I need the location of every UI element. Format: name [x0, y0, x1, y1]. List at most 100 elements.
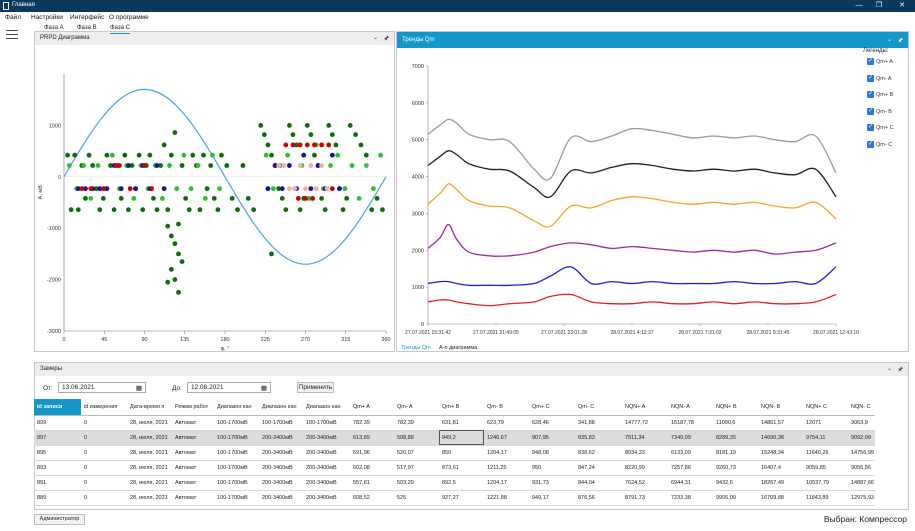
table-cell[interactable]: 628,46: [529, 415, 575, 431]
table-cell[interactable]: 15248,34: [758, 445, 803, 461]
table-cell[interactable]: Автомат: [172, 445, 214, 461]
table-cell[interactable]: 517,97: [394, 460, 439, 476]
table-cell[interactable]: 7349,09: [668, 430, 713, 446]
user-button[interactable]: Администратор: [34, 514, 85, 525]
table-cell[interactable]: 12071: [803, 415, 848, 431]
column-header[interactable]: NQN- C: [848, 399, 875, 416]
menu-interface[interactable]: Интерфейс: [70, 14, 105, 21]
table-cell[interactable]: 948,08: [529, 445, 575, 461]
table-cell[interactable]: 28, июля, 2021: [127, 415, 172, 431]
tab-an-diagram[interactable]: A-n диаграмма: [439, 345, 478, 351]
table-cell[interactable]: 893: [34, 460, 81, 476]
checkbox-checked-icon[interactable]: ✓: [867, 74, 874, 82]
table-cell[interactable]: 631,81: [439, 415, 484, 431]
table-cell[interactable]: 557,81: [350, 475, 394, 491]
table-cell[interactable]: 100-1700мВ: [214, 490, 259, 506]
tab-phase-b[interactable]: Фаза B: [77, 25, 97, 31]
minimize-button[interactable]: —: [855, 2, 863, 9]
table-cell[interactable]: 907,95: [529, 430, 575, 446]
table-cell[interactable]: 503,29: [394, 475, 439, 491]
table-cell[interactable]: 28, июля, 2021: [127, 460, 172, 476]
column-header[interactable]: NQN+ B: [713, 399, 758, 416]
pin-icon[interactable]: 🖈: [383, 36, 389, 42]
table-cell[interactable]: 18267,49: [758, 475, 803, 491]
table-cell[interactable]: 200-3400мВ: [303, 430, 350, 446]
table-cell[interactable]: 11640,26: [803, 445, 848, 461]
table-cell[interactable]: 200-3400мВ: [259, 460, 303, 476]
menu-about[interactable]: О программе: [109, 14, 149, 21]
table-cell[interactable]: 892,5: [439, 475, 484, 491]
from-date-input[interactable]: 13.06.2021 ▦: [58, 382, 146, 393]
table-cell[interactable]: 11843,89: [803, 490, 848, 506]
table-cell[interactable]: 200-3400мВ: [259, 475, 303, 491]
table-cell[interactable]: Автомат: [172, 430, 214, 446]
table-cell[interactable]: 200-3400мВ: [259, 445, 303, 461]
column-header[interactable]: NQN- B: [758, 399, 803, 416]
checkbox-checked-icon[interactable]: ✓: [867, 91, 874, 98]
table-cell[interactable]: 8034,33: [622, 445, 668, 461]
table-cell[interactable]: 7624,52: [622, 475, 668, 491]
table-cell[interactable]: 6944,31: [668, 475, 713, 491]
table-cell[interactable]: 895: [34, 445, 81, 461]
table-cell[interactable]: Автомат: [172, 460, 214, 476]
menu-file[interactable]: Файл: [5, 14, 21, 21]
column-header[interactable]: Qm- A: [394, 399, 439, 416]
legend-item[interactable]: ✓ Qm- B: [863, 107, 909, 125]
checkbox-checked-icon[interactable]: ✓: [867, 107, 874, 115]
table-cell[interactable]: 891: [34, 475, 81, 491]
legend-item[interactable]: ✓ Qm+ B: [863, 91, 909, 108]
table-cell[interactable]: 0: [81, 475, 127, 491]
table-cell[interactable]: 850: [439, 445, 484, 461]
table-row[interactable]: 889 0 28, июля, 2021 Автомат 100-1700мВ 200-3…: [34, 490, 875, 506]
column-header[interactable]: Диапазон кан: [259, 399, 303, 416]
legend-item[interactable]: ✓ Qm+ A: [863, 58, 909, 75]
table-cell[interactable]: 6133,09: [668, 445, 713, 461]
table-cell[interactable]: Автомат: [172, 475, 214, 491]
table-cell[interactable]: 9906,09: [713, 490, 758, 506]
table-cell[interactable]: Автомат: [172, 415, 214, 431]
table-cell[interactable]: 520,07: [394, 445, 439, 461]
menu-settings[interactable]: Настройки: [31, 14, 63, 21]
table-cell[interactable]: 1211,25: [484, 460, 529, 476]
table-cell[interactable]: 847,24: [575, 460, 622, 476]
table-cell[interactable]: 9056,56: [848, 460, 875, 476]
table-cell[interactable]: 9092,99: [848, 430, 875, 446]
column-header[interactable]: id измерения: [81, 399, 127, 416]
column-header[interactable]: NQN- A: [668, 399, 713, 416]
table-cell[interactable]: 899: [34, 415, 81, 431]
column-header-sorted[interactable]: id записи: [34, 399, 81, 416]
table-cell[interactable]: 100-1700мВ: [259, 415, 303, 431]
table-cell[interactable]: 14777,72: [622, 415, 668, 431]
table-cell[interactable]: 100-1700мВ: [214, 430, 259, 446]
tab-phase-a[interactable]: Фаза A: [44, 25, 64, 31]
table-cell[interactable]: 525: [394, 490, 439, 506]
tab-trends-qm[interactable]: Тренды Qm: [401, 345, 431, 351]
table-cell[interactable]: 7257,86: [668, 460, 713, 476]
table-row[interactable]: 895 0 28, июля, 2021 Автомат 100-1700мВ 200-3…: [34, 445, 875, 461]
table-row[interactable]: 899 0 28, июля, 2021 Автомат 100-1700мВ 100-1…: [34, 415, 875, 431]
column-header[interactable]: Диапазон кан: [303, 399, 350, 416]
table-cell[interactable]: 591,96: [350, 445, 394, 461]
table-cell[interactable]: 200-3400мВ: [303, 475, 350, 491]
table-cell[interactable]: 1246,67: [484, 430, 529, 446]
column-header[interactable]: Qm- B: [484, 399, 529, 416]
table-cell[interactable]: 15187,78: [668, 415, 713, 431]
column-header[interactable]: Дата-время п: [127, 399, 172, 416]
table-cell[interactable]: 28, июля, 2021: [127, 445, 172, 461]
chevron-down-icon[interactable]: ⌄: [886, 37, 892, 43]
chevron-down-icon[interactable]: ⌄: [886, 366, 892, 372]
table-cell[interactable]: 873,61: [439, 460, 484, 476]
table-cell[interactable]: 613,89: [350, 430, 394, 446]
table-cell[interactable]: 602,08: [350, 460, 394, 476]
table-cell[interactable]: 28, июля, 2021: [127, 430, 172, 446]
checkbox-checked-icon[interactable]: ✓: [867, 58, 874, 65]
table-cell[interactable]: 200-3400мВ: [303, 460, 350, 476]
maximize-button[interactable]: ❐: [875, 2, 883, 9]
table-cell[interactable]: 0: [81, 430, 127, 446]
table-cell[interactable]: Автомат: [172, 490, 214, 506]
table-cell[interactable]: 100-1700мВ: [214, 445, 259, 461]
table-cell[interactable]: 927,27: [439, 490, 484, 506]
table-cell[interactable]: 9059,85: [803, 460, 848, 476]
table-cell[interactable]: 12975,93: [848, 490, 875, 506]
table-cell[interactable]: 9063,9: [848, 415, 875, 431]
